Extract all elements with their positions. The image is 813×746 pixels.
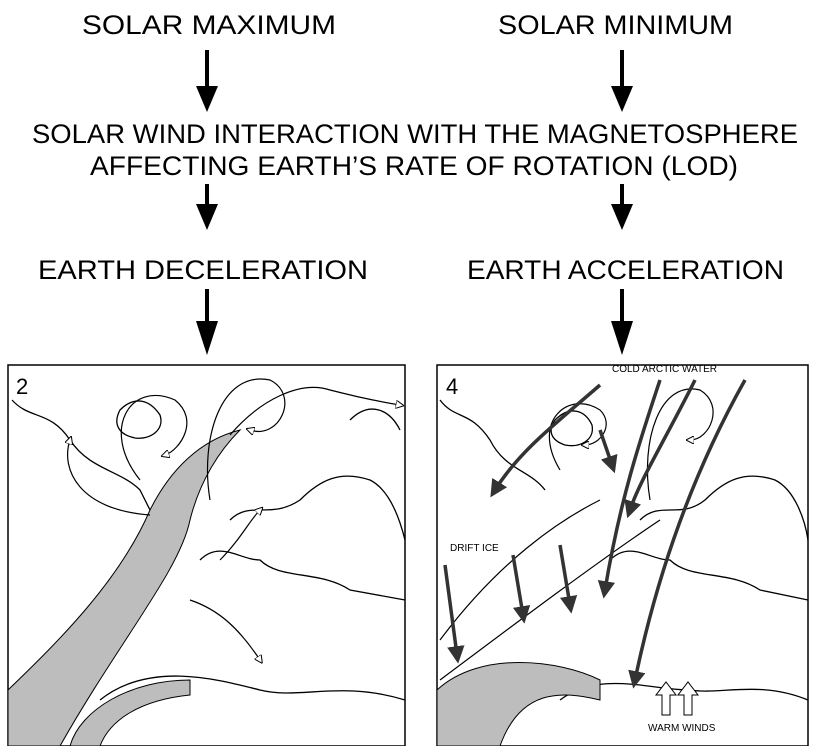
arrow — [196, 50, 218, 112]
outcome-left: EARTH DECELERATION — [38, 255, 368, 285]
annotation: DRIFT ICE — [450, 543, 499, 554]
outcome-right: EARTH ACCELERATION — [467, 255, 784, 285]
arrow — [611, 289, 633, 355]
middle-line-2: AFFECTING EARTH’S RATE OF ROTATION (LOD) — [90, 151, 738, 181]
heading-left: SOLAR MAXIMUM — [82, 10, 336, 40]
arrow — [611, 184, 633, 230]
middle-line-1: SOLAR WIND INTERACTION WITH THE MAGNETOS… — [32, 119, 798, 149]
heading-right: SOLAR MINIMUM — [498, 10, 733, 40]
arrow — [611, 50, 633, 112]
arrow — [196, 184, 218, 230]
annotation: COLD ARCTIC WATER — [612, 364, 717, 375]
map-panel: 2 — [7, 364, 406, 746]
arrow — [196, 289, 218, 355]
panel-label: 2 — [16, 374, 28, 399]
annotation: WARM WINDS — [648, 723, 716, 734]
panel-label: 4 — [446, 374, 458, 399]
map-panel: 4 COLD ARCTIC WATER DRIFT ICE WARM WINDS — [436, 364, 809, 746]
